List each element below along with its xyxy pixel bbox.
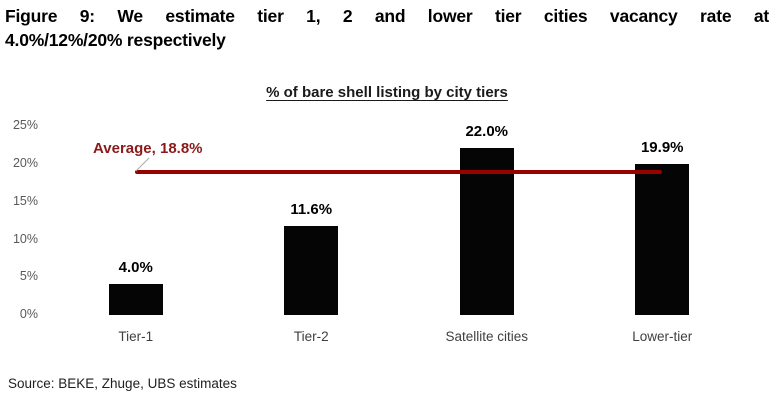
- x-axis-category-label: Tier-1: [118, 329, 154, 344]
- figure-title-line-1: Figure 9: We estimate tier 1, 2 and lowe…: [5, 6, 769, 26]
- chart-title-text: % of bare shell listing by city tiers: [266, 84, 508, 101]
- y-axis-tick-label: 10%: [12, 231, 38, 246]
- bar-lower-tier: [635, 163, 690, 315]
- figure-title-line-2: 4.0%/12%/20% respectively: [5, 30, 226, 50]
- y-axis-tick-label: 5%: [19, 269, 38, 284]
- x-axis-category-label: Satellite cities: [445, 329, 529, 344]
- bar-tier-2: [284, 226, 339, 315]
- chart-title: % of bare shell listing by city tiers: [0, 84, 774, 101]
- y-axis-tick-label: 0%: [19, 307, 38, 321]
- y-axis-tick-label: 25%: [12, 118, 38, 133]
- bar-satellite-cities: [459, 147, 514, 315]
- x-axis-category-label: Lower-tier: [632, 329, 693, 344]
- x-axis-category-label: Tier-2: [293, 329, 329, 344]
- bar-value-label: 19.9%: [640, 138, 684, 156]
- bar-tier-1: [108, 283, 163, 315]
- y-axis-tick-label: 15%: [12, 193, 38, 208]
- average-line-label: Average, 18.8%: [93, 140, 203, 157]
- average-line: [135, 170, 663, 175]
- source-note: Source: BEKE, Zhuge, UBS estimates: [8, 376, 237, 391]
- bar-value-label: 4.0%: [118, 258, 153, 276]
- bar-value-label: 22.0%: [465, 122, 509, 140]
- y-axis-tick-label: 20%: [12, 156, 38, 170]
- figure-title: Figure 9: We estimate tier 1, 2 and lowe…: [5, 4, 769, 52]
- bar-value-label: 11.6%: [290, 201, 333, 219]
